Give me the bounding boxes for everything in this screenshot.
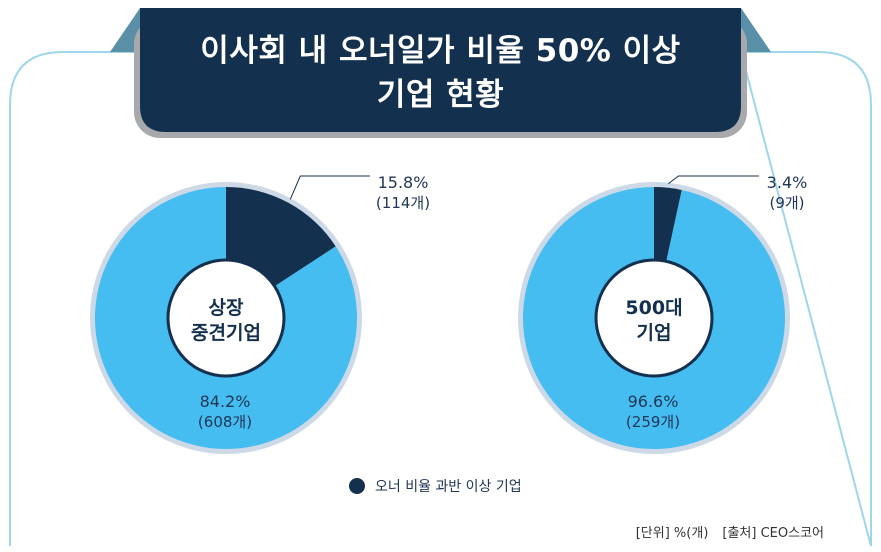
right-major-count: (259개) (625, 413, 681, 431)
right-center-hole (594, 258, 714, 378)
right-minor-value: 3.4% (766, 173, 808, 192)
left-minor-label: 15.8% (114개) (368, 173, 438, 213)
right-center-line-2: 기업 (636, 322, 672, 344)
footnote-source: [출처] CEO스코어 (722, 526, 824, 541)
right-leader-line (668, 175, 759, 185)
title-line-1: 이사회 내 오너일가 비율 50% 이상 (200, 33, 681, 69)
left-major-value: 84.2% (199, 392, 251, 411)
title-line-2: 기업 현황 (376, 77, 505, 113)
left-major-label: 84.2% (608개) (190, 392, 260, 432)
pie-chart-top500 (518, 175, 790, 454)
title-background (140, 8, 741, 132)
right-minor-label: 3.4% (9개) (757, 173, 817, 213)
pie-chart-listed-mid-sized (90, 175, 370, 454)
left-minor-value: 15.8% (377, 173, 429, 192)
right-major-value: 96.6% (627, 392, 679, 411)
title-tab-left (110, 8, 140, 52)
legend: 오너 비율 과반 이상 기업 (349, 476, 522, 496)
legend-swatch-owner-majority (349, 478, 365, 494)
right-center-line-1: 500대 (625, 297, 683, 319)
legend-label: 오너 비율 과반 이상 기업 (375, 479, 522, 495)
left-minor-count: (114개) (375, 194, 431, 212)
right-major-label: 96.6% (259개) (618, 392, 688, 432)
left-center-label: 상장 중견기업 (171, 296, 281, 346)
left-center-line-1: 상장 (208, 297, 244, 319)
chart-title: 이사회 내 오너일가 비율 50% 이상 기업 현황 (140, 14, 741, 132)
left-leader-line (289, 175, 370, 200)
frame-border (9, 51, 872, 547)
left-center-line-2: 중견기업 (191, 322, 261, 344)
title-tab-right (741, 8, 771, 52)
right-center-label: 500대 기업 (599, 296, 709, 346)
right-minor-count: (9개) (769, 194, 805, 212)
footnote-unit: [단위] %(개) (635, 526, 709, 541)
left-major-count: (608개) (197, 413, 253, 431)
footnote: [단위] %(개) [출처] CEO스코어 (636, 522, 824, 541)
left-center-hole (166, 258, 286, 378)
